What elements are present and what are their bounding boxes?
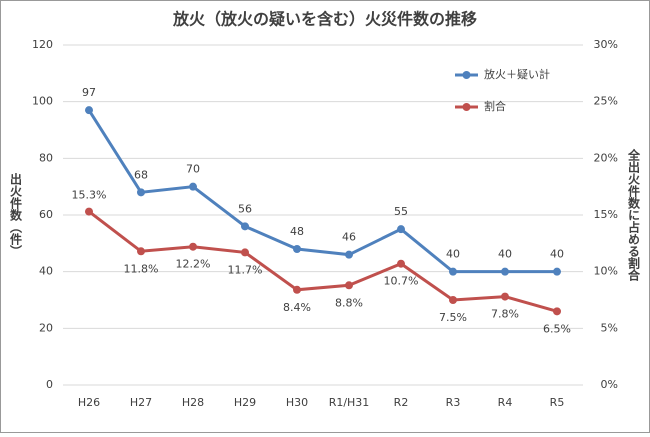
data-label: 10.7% xyxy=(384,275,419,288)
data-point xyxy=(449,296,457,304)
data-label: 46 xyxy=(342,231,356,244)
x-tick-label: H29 xyxy=(234,396,256,409)
data-point xyxy=(137,247,145,256)
legend-label: 放火＋疑い計 xyxy=(484,67,550,81)
x-tick-label: R4 xyxy=(498,396,513,409)
data-point xyxy=(345,281,353,290)
x-tick-label: H26 xyxy=(78,396,100,409)
data-label: 55 xyxy=(394,205,408,218)
y-tick-label: 0 xyxy=(46,378,53,391)
y-tick-label: 40 xyxy=(39,265,53,278)
data-label: 6.5% xyxy=(543,322,571,335)
y-tick-label: 100 xyxy=(32,95,53,108)
legend-marker xyxy=(462,71,471,79)
data-label: 8.8% xyxy=(335,296,363,309)
y2-tick-label: 20% xyxy=(594,151,618,164)
y-tick-label: 20 xyxy=(39,321,53,334)
data-label: 7.5% xyxy=(439,311,467,324)
data-point xyxy=(241,248,249,257)
x-tick-label: H27 xyxy=(130,396,152,409)
x-tick-label: R2 xyxy=(394,396,409,409)
chart-title: 放火（放火の疑いを含む）火災件数の推移 xyxy=(172,10,477,29)
y-tick-label: 80 xyxy=(39,151,53,164)
data-label: 68 xyxy=(134,168,148,181)
y-axis-label: 出火件数（件） xyxy=(9,172,23,257)
data-point xyxy=(501,267,509,276)
data-label: 11.7% xyxy=(228,263,263,276)
data-label: 15.3% xyxy=(72,189,107,202)
data-point xyxy=(397,225,405,234)
data-point xyxy=(397,259,405,268)
y2-tick-label: 0% xyxy=(601,378,618,391)
y2-tick-label: 10% xyxy=(594,265,618,278)
legend-label: 割合 xyxy=(484,99,506,113)
y2-tick-label: 5% xyxy=(601,321,618,334)
data-label: 40 xyxy=(446,248,460,261)
data-label: 97 xyxy=(82,86,96,99)
x-tick-label: H28 xyxy=(182,396,204,409)
data-label: 40 xyxy=(498,248,512,261)
data-point xyxy=(137,188,145,197)
data-label: 70 xyxy=(186,163,200,176)
y2-axis-label: 全出火件数に占める割合 xyxy=(627,148,641,282)
y2-tick-label: 30% xyxy=(594,38,618,51)
x-tick-label: H30 xyxy=(286,396,308,409)
data-label: 12.2% xyxy=(176,258,211,271)
data-label: 11.8% xyxy=(124,262,159,275)
data-point xyxy=(293,245,301,253)
data-label: 8.4% xyxy=(283,301,311,314)
data-point xyxy=(553,267,561,276)
data-point xyxy=(553,307,561,316)
series-line xyxy=(87,109,557,274)
data-point xyxy=(189,182,197,191)
data-point xyxy=(345,250,353,259)
data-point xyxy=(85,106,93,115)
data-label: 56 xyxy=(238,202,252,215)
y-tick-label: 60 xyxy=(39,208,53,221)
series-line xyxy=(88,210,558,313)
data-point xyxy=(85,207,93,216)
data-label: 40 xyxy=(550,248,564,261)
data-point xyxy=(293,285,301,294)
data-point xyxy=(501,292,509,301)
data-label: 48 xyxy=(290,225,304,238)
x-tick-label: R1/H31 xyxy=(329,396,370,409)
legend-marker xyxy=(462,103,471,111)
data-point xyxy=(449,267,457,276)
data-point xyxy=(241,222,249,231)
y2-tick-label: 15% xyxy=(594,208,618,221)
x-tick-label: R3 xyxy=(446,396,461,409)
y-tick-label: 120 xyxy=(32,38,53,51)
data-label: 7.8% xyxy=(491,308,519,321)
data-point xyxy=(189,242,197,251)
x-tick-label: R5 xyxy=(550,396,565,409)
y2-tick-label: 25% xyxy=(594,95,618,108)
